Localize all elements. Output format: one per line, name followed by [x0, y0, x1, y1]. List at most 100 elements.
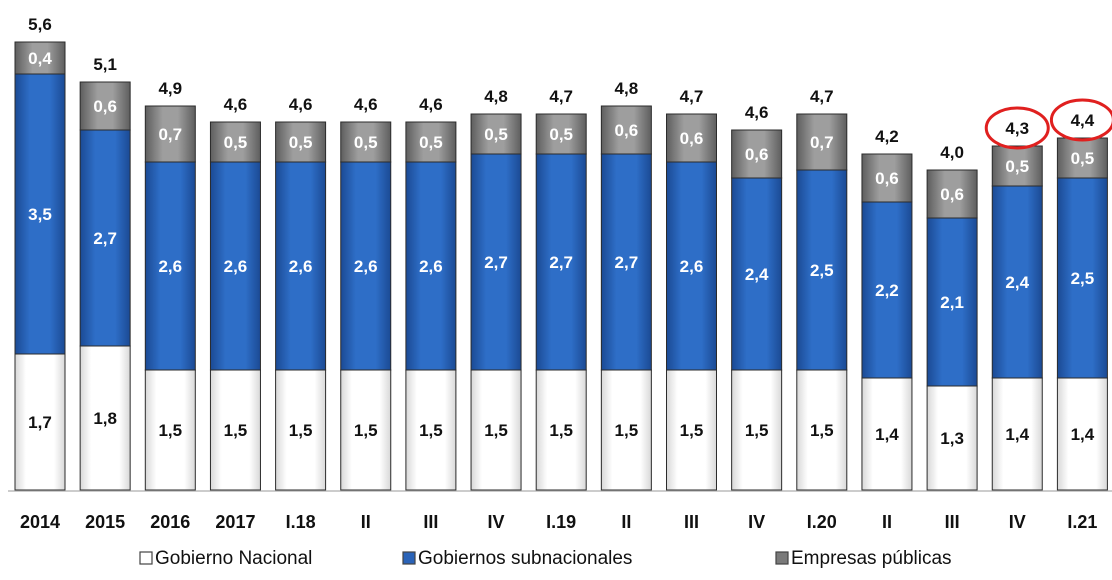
x-tick-label-14: III — [945, 512, 960, 532]
segment-label-gobiernos-subnacionales-10: 2,6 — [680, 257, 704, 276]
bar-segment-gobierno-nacional-16 — [1056, 377, 1108, 491]
bar-segment-empresas-publicas-9 — [600, 105, 652, 155]
bar-segment-empresas-publicas-10 — [666, 113, 717, 163]
segment-label-empresas-publicas-11: 0,6 — [745, 145, 769, 164]
bar-segment-gobierno-nacional-7 — [470, 369, 522, 491]
bar-segment-empresas-publicas-0 — [14, 41, 66, 75]
segment-label-gobierno-nacional-16: 1,4 — [1071, 425, 1095, 444]
segment-label-empresas-publicas-0: 0,4 — [28, 49, 52, 68]
total-label-14: 4,0 — [940, 143, 964, 162]
segment-label-empresas-publicas-2: 0,7 — [158, 125, 182, 144]
x-tick-label-5: II — [361, 512, 371, 532]
segment-label-gobiernos-subnacionales-5: 2,6 — [354, 257, 378, 276]
bar-segment-gobiernos-subnacionales-16 — [1056, 177, 1108, 379]
bar-segment-empresas-publicas-3 — [209, 121, 261, 163]
total-label-3: 4,6 — [224, 95, 248, 114]
segment-label-gobierno-nacional-13: 1,4 — [875, 425, 899, 444]
bar-segment-gobiernos-subnacionales-9 — [600, 153, 652, 371]
highlight-circles-layer — [984, 98, 1112, 150]
segment-label-gobierno-nacional-9: 1,5 — [615, 421, 639, 440]
legend-label-empresas-publicas: Empresas públicas — [791, 548, 952, 569]
bar-segment-gobiernos-subnacionales-12 — [796, 169, 848, 371]
x-tick-label-2: 2016 — [150, 512, 190, 532]
bar-segment-gobierno-nacional-9 — [600, 369, 652, 491]
total-label-8: 4,7 — [549, 87, 573, 106]
x-tick-labels-layer: 2014 2015 2016 2017 I.18 II III IV I.19 II III IV I.… — [20, 512, 1097, 532]
bar-segment-gobiernos-subnacionales-8 — [535, 153, 587, 371]
segment-label-empresas-publicas-7: 0,5 — [484, 125, 508, 144]
segment-label-gobiernos-subnacionales-15: 2,4 — [1005, 273, 1029, 292]
bar-segment-gobierno-nacional-2 — [144, 369, 196, 491]
segment-labels-layer: 1,7 3,5 0,4 1,8 2,7 0,6 1,5 2,6 0,7 1,5 2,6 0,5 1,5 2… — [28, 49, 1095, 448]
total-label-6: 4,6 — [419, 95, 443, 114]
total-label-16: 4,4 — [1071, 111, 1095, 130]
legend-swatch-gobierno-nacional — [139, 551, 153, 565]
total-label-10: 4,7 — [680, 87, 704, 106]
segment-label-empresas-publicas-15: 0,5 — [1005, 157, 1029, 176]
bar-segment-gobiernos-subnacionales-5 — [340, 161, 392, 371]
segment-label-gobierno-nacional-4: 1,5 — [289, 421, 313, 440]
segment-label-empresas-publicas-4: 0,5 — [289, 133, 313, 152]
segment-label-empresas-publicas-16: 0,5 — [1071, 149, 1095, 168]
segment-label-gobiernos-subnacionales-12: 2,5 — [810, 261, 834, 280]
bar-segment-gobiernos-subnacionales-14 — [926, 217, 978, 387]
segment-label-gobiernos-subnacionales-6: 2,6 — [419, 257, 443, 276]
total-label-13: 4,2 — [875, 127, 899, 146]
total-label-9: 4,8 — [615, 79, 639, 98]
bar-segment-empresas-publicas-15 — [991, 145, 1043, 187]
x-tick-label-9: II — [621, 512, 631, 532]
segment-label-empresas-publicas-12: 0,7 — [810, 133, 834, 152]
bar-segment-gobiernos-subnacionales-15 — [991, 185, 1043, 379]
segment-label-gobiernos-subnacionales-8: 2,7 — [549, 253, 573, 272]
segment-label-gobierno-nacional-1: 1,8 — [93, 409, 117, 428]
total-labels-layer: 5,6 5,1 4,9 4,6 4,6 4,6 4,6 4,8 4,7 4,8 4,7 4,6 4,7 4… — [28, 15, 1095, 162]
total-label-2: 4,9 — [158, 79, 182, 98]
legend-label-gobierno-nacional: Gobierno Nacional — [155, 548, 312, 569]
bar-segment-empresas-publicas-6 — [405, 121, 457, 163]
bar-segment-gobierno-nacional-5 — [340, 369, 392, 491]
bar-segment-gobierno-nacional-15 — [991, 377, 1043, 491]
segment-label-gobierno-nacional-8: 1,5 — [549, 421, 573, 440]
bar-segment-empresas-publicas-8 — [535, 113, 587, 155]
bar-segment-empresas-publicas-4 — [275, 121, 327, 163]
segment-label-gobierno-nacional-14: 1,3 — [940, 429, 964, 448]
legend-swatch-empresas-publicas — [775, 551, 789, 565]
bar-segment-gobiernos-subnacionales-11 — [731, 177, 783, 371]
x-tick-label-3: 2017 — [215, 512, 255, 532]
bar-segment-gobierno-nacional-14 — [926, 385, 978, 491]
x-tick-label-1: 2015 — [85, 512, 125, 532]
total-label-5: 4,6 — [354, 95, 378, 114]
x-tick-label-8: I.19 — [546, 512, 576, 532]
segment-label-empresas-publicas-10: 0,6 — [680, 129, 704, 148]
bar-segment-gobiernos-subnacionales-13 — [861, 201, 913, 379]
segment-label-empresas-publicas-13: 0,6 — [875, 169, 899, 188]
segment-label-empresas-publicas-8: 0,5 — [549, 125, 573, 144]
segment-label-gobierno-nacional-0: 1,7 — [28, 413, 52, 432]
x-tick-label-13: II — [882, 512, 892, 532]
segment-label-gobiernos-subnacionales-3: 2,6 — [224, 257, 248, 276]
x-tick-label-6: III — [423, 512, 438, 532]
segment-label-gobierno-nacional-15: 1,4 — [1005, 425, 1029, 444]
segment-label-gobierno-nacional-11: 1,5 — [745, 421, 769, 440]
bar-segment-gobierno-nacional-4 — [275, 369, 327, 491]
segment-label-gobierno-nacional-10: 1,5 — [680, 421, 704, 440]
legend-label-gobiernos-subnacionales: Gobiernos subnacionales — [418, 548, 632, 569]
segment-label-gobiernos-subnacionales-4: 2,6 — [289, 257, 313, 276]
bar-segment-empresas-publicas-5 — [340, 121, 392, 163]
highlight-circle-15 — [984, 106, 1050, 150]
total-label-1: 5,1 — [93, 55, 117, 74]
bar-segment-gobiernos-subnacionales-7 — [470, 153, 522, 371]
x-tick-label-11: IV — [748, 512, 765, 532]
segment-label-gobiernos-subnacionales-16: 2,5 — [1071, 269, 1095, 288]
bar-segment-empresas-publicas-16 — [1056, 137, 1108, 179]
bar-segment-empresas-publicas-13 — [861, 153, 913, 203]
bar-segment-gobiernos-subnacionales-0 — [14, 73, 66, 355]
bar-segment-gobierno-nacional-1 — [79, 345, 131, 491]
total-label-4: 4,6 — [289, 95, 313, 114]
x-tick-label-16: I.21 — [1067, 512, 1097, 532]
segment-label-gobiernos-subnacionales-13: 2,2 — [875, 281, 899, 300]
highlight-circle-16 — [1049, 98, 1112, 142]
segment-label-gobiernos-subnacionales-0: 3,5 — [28, 205, 52, 224]
bar-segment-gobiernos-subnacionales-3 — [209, 161, 261, 371]
bar-segment-empresas-publicas-2 — [144, 105, 196, 163]
